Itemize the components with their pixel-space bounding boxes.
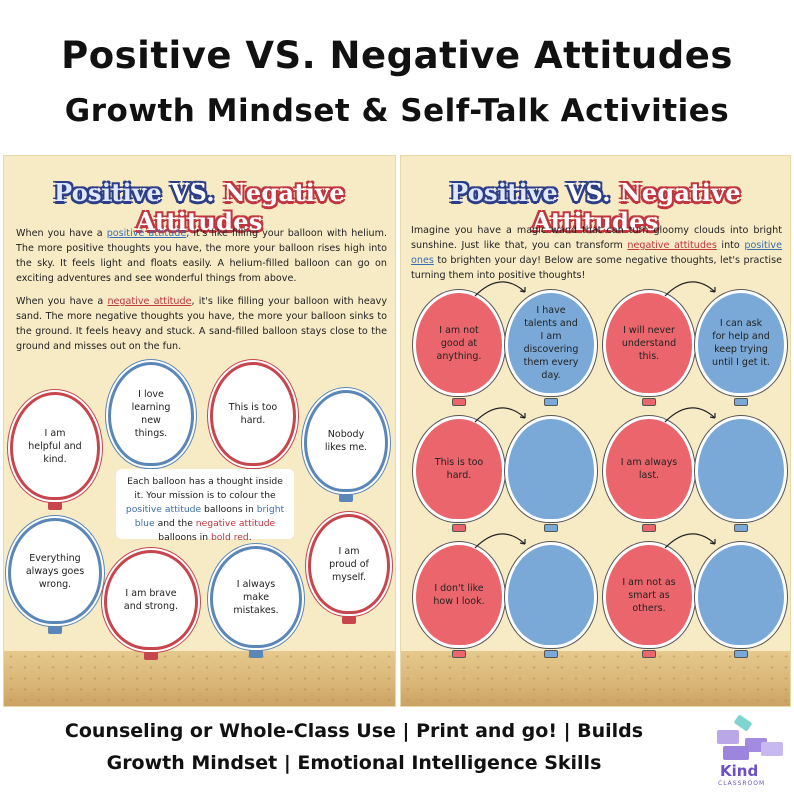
para2-before: When you have a	[16, 296, 108, 307]
title-negative-word: Negative Attitudes	[532, 178, 741, 236]
curved-arrow-icon	[664, 281, 716, 297]
balloon-knot	[48, 502, 62, 510]
balloon-text: This is too hard.	[210, 362, 296, 466]
sand-paragraph: When you have a negative attitude, it's …	[16, 294, 387, 354]
balloon-knot	[249, 650, 263, 658]
positive-attitude-term: positive attitude	[106, 228, 187, 239]
title-vs-word: VS.	[170, 178, 215, 207]
balloon-knot	[342, 616, 356, 624]
balloon-knot	[734, 524, 748, 532]
note-part1: Each balloon has a thought inside it. Yo…	[127, 476, 283, 501]
balloon-text: I have talents and I am discovering them…	[505, 290, 597, 396]
balloon-text: I am not as smart as others.	[603, 542, 695, 648]
sand-ground	[4, 651, 395, 706]
note-part5: .	[248, 532, 252, 543]
balloon-text	[505, 416, 597, 522]
balloon-text: This is too hard.	[413, 416, 505, 522]
worksheet-page-right: Positive VS. Negative Attitudes Imagine …	[400, 155, 791, 707]
magic-wand-paragraph: Imagine you have a magic wand that can t…	[411, 223, 782, 283]
balloon-text: I am proud of myself.	[308, 514, 390, 614]
balloon-knot	[339, 494, 353, 502]
balloon-text: I always make mistakes.	[210, 546, 302, 648]
balloon-text: I am brave and strong.	[104, 550, 198, 650]
balloon-text: I am not good at anything.	[413, 290, 505, 396]
curved-arrow-icon	[664, 407, 716, 423]
balloon-text: I will never understand this.	[603, 290, 695, 396]
balloon-knot	[452, 650, 466, 658]
balloon-text: I don't like how I look.	[413, 542, 505, 648]
balloon-text: I am always last.	[603, 416, 695, 522]
title-positive-word: Positive	[450, 178, 558, 207]
balloon-knot	[734, 398, 748, 406]
worksheet-page-left: Positive VS. Negative Attitudes When you…	[3, 155, 396, 707]
curved-arrow-icon	[474, 281, 526, 297]
curved-arrow-icon	[474, 533, 526, 549]
balloon-knot	[544, 398, 558, 406]
instruction-note: Each balloon has a thought inside it. Yo…	[116, 469, 294, 543]
balloon-knot	[452, 398, 466, 406]
balloon-text: I am helpful and kind.	[10, 392, 100, 500]
balloon-knot	[144, 652, 158, 660]
balloon-knot	[544, 650, 558, 658]
para1-before: When you have a	[16, 228, 107, 239]
intro-positive: positive ones	[411, 240, 782, 266]
balloon-knot	[452, 524, 466, 532]
title-vs-word: VS.	[566, 178, 611, 207]
balloon-knot	[544, 524, 558, 532]
intro-part3: to brighten your day! Below are some neg…	[411, 255, 782, 281]
main-subtitle: Growth Mindset & Self-Talk Activities	[64, 93, 730, 129]
note-part2: balloons in	[201, 504, 257, 515]
page-title-right: Positive VS. Negative Attitudes	[401, 178, 790, 236]
logo-wordmark: Kind	[720, 762, 759, 780]
intro-part2: into	[716, 240, 745, 251]
title-negative-word: Negative Attitudes	[136, 178, 345, 236]
intro-part1: Imagine you have a magic wand that can t…	[411, 225, 782, 251]
balloon-knot	[48, 626, 62, 634]
balloon-text: Everything always goes wrong.	[8, 518, 102, 624]
note-part3: and the	[154, 518, 196, 529]
balloon-text: I love learning new things.	[108, 362, 194, 466]
helium-paragraph: When you have a positive attitude, it's …	[16, 226, 387, 286]
balloon-text: I can ask for help and keep trying until…	[695, 290, 787, 396]
curved-arrow-icon	[474, 407, 526, 423]
page-title-left: Positive VS. Negative Attitudes	[4, 178, 395, 236]
balloon-knot	[642, 524, 656, 532]
para1-after: , it's like filling your balloon with he…	[16, 228, 387, 284]
building-blocks-icon	[717, 715, 783, 760]
balloon-knot	[642, 398, 656, 406]
negative-attitude-term: negative attitude	[107, 296, 192, 307]
title-positive-word: Positive	[54, 178, 162, 207]
main-title: Positive VS. Negative Attitudes	[61, 34, 733, 77]
intro-negative: negative attitudes	[627, 240, 717, 251]
para2-after: , it's like filling your balloon with he…	[16, 296, 387, 352]
balloon-knot	[642, 650, 656, 658]
balloon-text	[695, 542, 787, 648]
balloon-knot	[734, 650, 748, 658]
footer-line-1: Counseling or Whole-Class Use | Print an…	[64, 720, 644, 742]
logo-subtext: CLASSROOM	[718, 780, 766, 787]
balloon-text	[695, 416, 787, 522]
note-part4: balloons in	[158, 532, 211, 543]
footer-line-2: Growth Mindset | Emotional Intelligence …	[106, 752, 602, 774]
sand-ground	[401, 651, 790, 706]
curved-arrow-icon	[664, 533, 716, 549]
note-positive: positive attitude	[125, 504, 202, 515]
balloon-text: Nobody likes me.	[304, 390, 388, 492]
balloon-text	[505, 542, 597, 648]
note-blue: bright blue	[134, 504, 285, 529]
note-red: bold red	[210, 532, 249, 543]
note-negative: negative attitude	[195, 518, 276, 529]
